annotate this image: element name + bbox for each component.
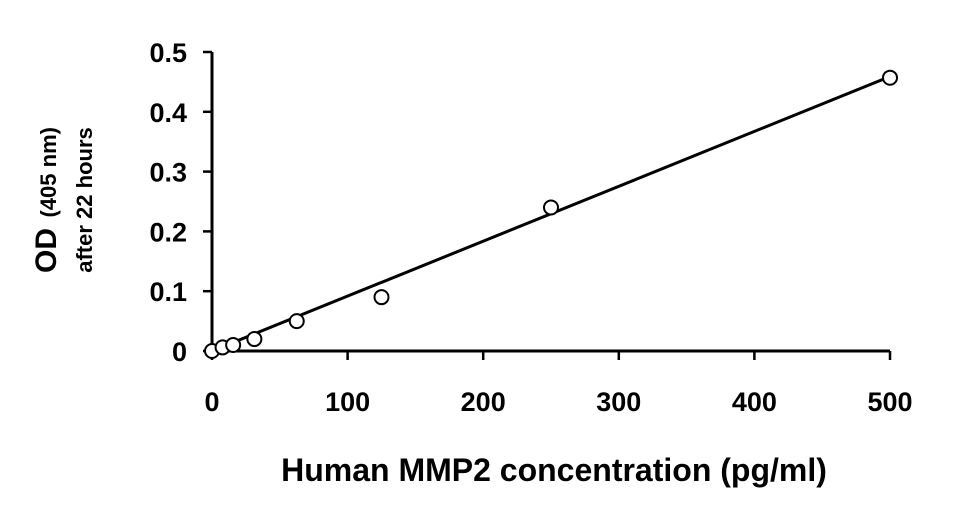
data-point bbox=[882, 69, 898, 86]
data-point bbox=[246, 331, 263, 348]
y-tick-label: 0.2 bbox=[149, 217, 187, 247]
x-tick-label: 500 bbox=[867, 387, 912, 417]
x-tick-label: 100 bbox=[325, 387, 370, 417]
y-tick-label: 0.5 bbox=[149, 38, 187, 68]
data-point bbox=[543, 199, 559, 216]
y-tick-label: 0 bbox=[172, 337, 187, 367]
y-axis-label-main: OD bbox=[30, 228, 63, 273]
x-axis-label: Human MMP2 concentration (pg/ml) bbox=[281, 452, 827, 488]
data-point bbox=[288, 313, 305, 330]
x-tick-label: 0 bbox=[204, 387, 219, 417]
x-tick-label: 400 bbox=[732, 387, 777, 417]
y-axis-label: OD (405 nm) bbox=[30, 127, 63, 273]
y-axis-label-unit: (405 nm) bbox=[36, 127, 61, 217]
y-tick-label: 0.1 bbox=[149, 277, 187, 307]
y-tick-label: 0.3 bbox=[149, 158, 187, 188]
y-tick-label: 0.4 bbox=[149, 98, 187, 128]
x-tick-label: 200 bbox=[461, 387, 506, 417]
data-point bbox=[373, 289, 390, 306]
y-axis-sublabel: after 22 hours bbox=[72, 127, 97, 273]
data-point bbox=[225, 337, 242, 354]
x-tick-label: 300 bbox=[596, 387, 641, 417]
